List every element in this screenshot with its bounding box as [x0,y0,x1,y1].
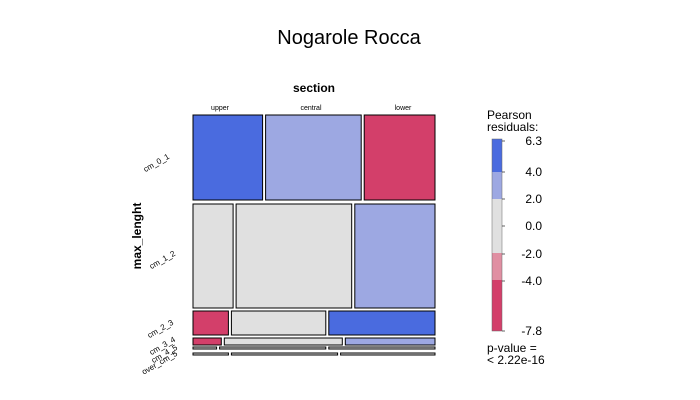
column-variable-label: section [293,81,335,95]
legend-bar-border [491,138,503,332]
legend-tick-label: -2.0 [521,247,542,261]
row-label-cm_1_2: cm_1_2 [148,249,178,271]
pvalue-label: p-value = [487,341,537,355]
mosaic-tile-cm_2_3-central [230,310,327,336]
legend-tick-label: 4.0 [525,165,542,179]
row-variable-label: max_lenght [130,203,144,270]
mosaic-tiles [192,114,436,356]
legend-tick-label: -7.8 [521,324,542,338]
mosaic-tile-over_cm_5-lower [340,352,436,356]
mosaic-tile-cm_3_4-lower [344,337,436,346]
mosaic-tile-cm_3_4-upper [192,337,222,346]
column-label-lower: lower [395,105,412,112]
mosaic-tile-over_cm_5-central [230,352,339,356]
mosaic-tile-cm_1_2-lower [354,203,436,309]
column-label-upper: upper [211,105,230,112]
chart-title: Nogarole Rocca [277,27,421,49]
legend-tick-label: 0.0 [525,219,542,233]
mosaic-tile-cm_1_2-upper [192,203,234,309]
mosaic-tile-cm_1_2-central [235,203,353,309]
legend-tick-label: -4.0 [521,274,542,288]
legend-segment-1 [492,172,502,199]
legend-tick-label: 2.0 [525,192,542,206]
mosaic-tile-cm_4_5-central [219,346,327,350]
mosaic-tile-cm_3_4-central [223,337,343,346]
legend-segment-4 [492,280,502,331]
mosaic-tile-cm_4_5-upper [192,346,218,350]
row-label-cm_0_1: cm_0_1 [142,152,172,174]
legend-tick-label: 6.3 [525,134,542,148]
legend-color-bar [491,138,503,332]
column-labels: upper central lower [211,105,412,112]
mosaic-tile-cm_2_3-lower [328,310,436,336]
legend-ticks: 6.3 4.0 2.0 0.0 -2.0 -4.0 -7.8 [502,134,542,338]
column-label-central: central [300,105,321,112]
legend-title-line2: residuals: [487,120,538,134]
mosaic-tile-cm_0_1-lower [363,114,436,201]
mosaic-tile-cm_4_5-lower [328,346,436,350]
residuals-legend: Pearson residuals: 6.3 4.0 2.0 0.0 -2.0 -4.0 -… [487,108,545,367]
legend-segment-2 [492,199,502,253]
legend-segment-0 [492,139,502,172]
pvalue-value: < 2.22e-16 [487,353,545,367]
mosaic-tile-cm_0_1-upper [192,114,264,201]
legend-segment-3 [492,253,502,280]
mosaic-tile-cm_0_1-central [265,114,362,201]
legend-title-line1: Pearson [487,108,532,122]
mosaic-tile-cm_2_3-upper [192,310,229,336]
mosaic-tile-over_cm_5-upper [192,352,229,356]
